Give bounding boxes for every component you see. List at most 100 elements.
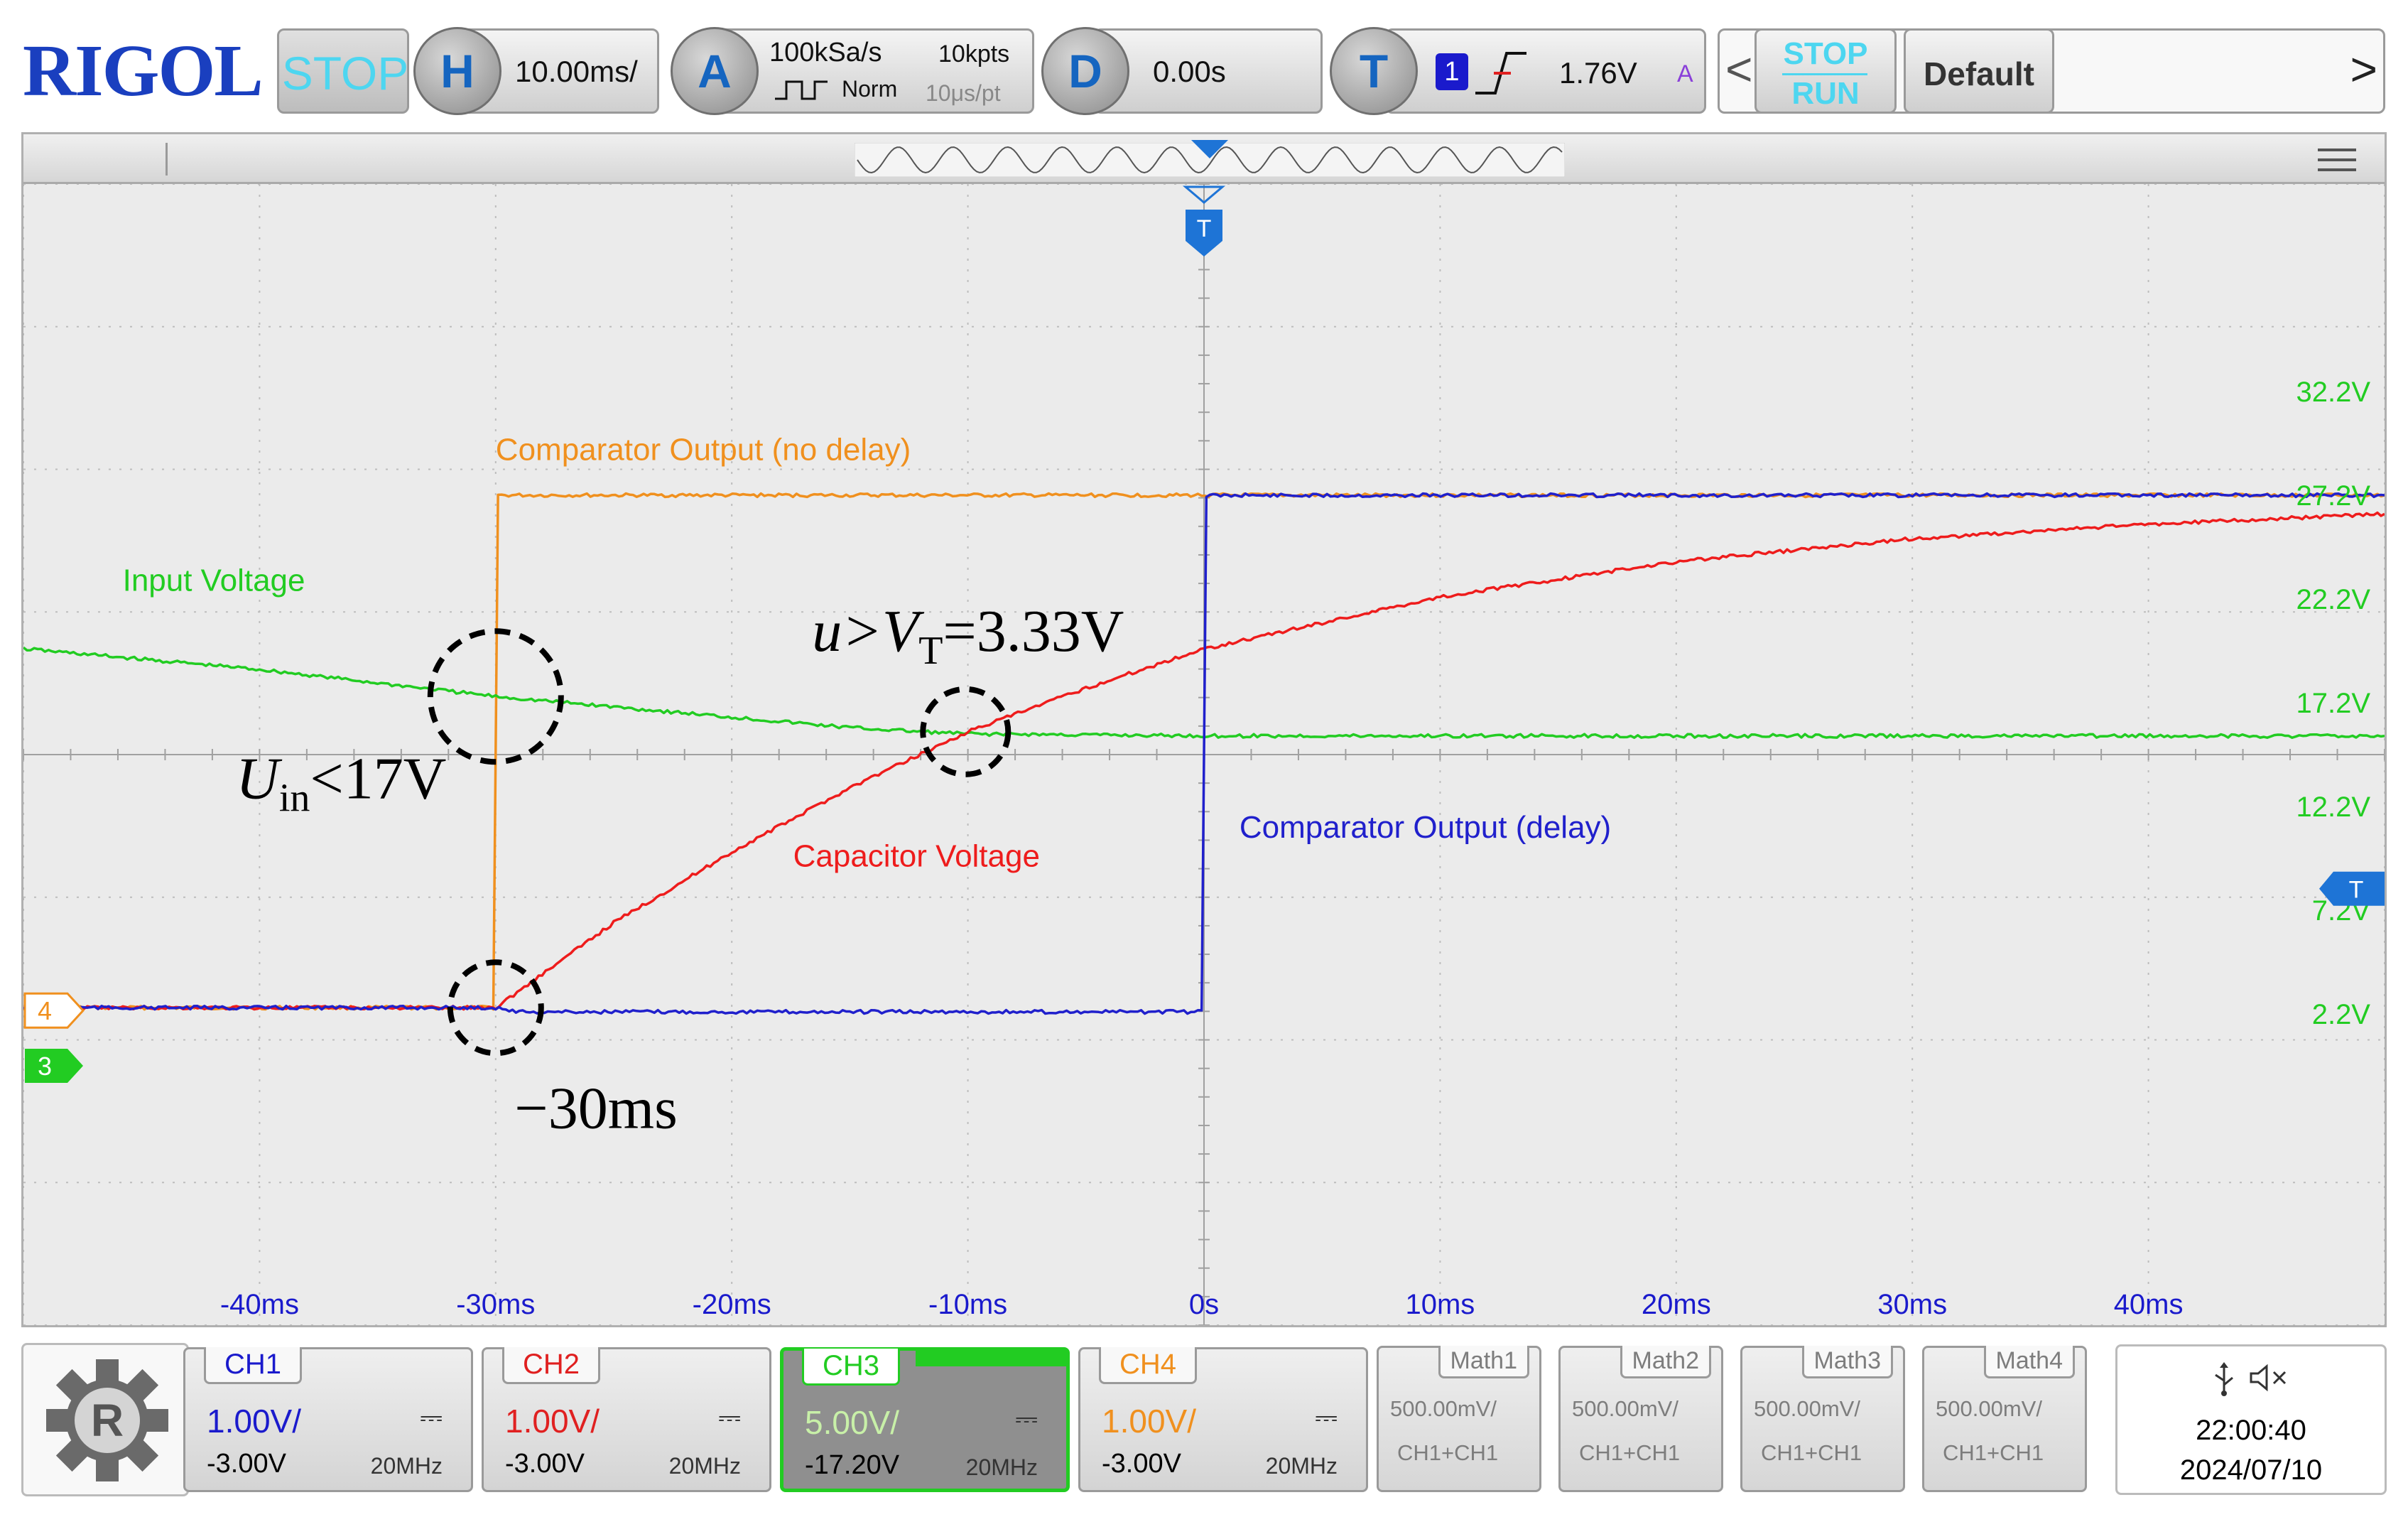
nav-next-icon[interactable]: > (2350, 43, 2377, 95)
dc-coupling-icon: ⎓ (420, 1402, 443, 1433)
pulse-icon (775, 80, 828, 100)
dc-coupling-icon: ⎓ (1315, 1402, 1338, 1433)
svg-text:3: 3 (38, 1052, 52, 1081)
dc-coupling-icon: ⎓ (718, 1402, 741, 1433)
math-scale: 500.00mV/ (1754, 1396, 1860, 1421)
menu-icon[interactable] (2318, 146, 2356, 174)
rigol-gear-icon: R (46, 1359, 168, 1481)
acquire-mode: Norm (842, 76, 898, 102)
trigger-field[interactable]: 1 1.76V A (1385, 28, 1706, 114)
y-tick-label: 12.2V (2296, 792, 2370, 823)
default-button[interactable]: Default (1904, 28, 2054, 114)
x-tick-label: 20ms (1642, 1289, 1711, 1320)
waveform-screen[interactable]: -40ms -30ms -20ms -10ms 0s 10ms 20ms 30ms 40ms 32… (21, 132, 2387, 1327)
trigger-position-icon[interactable] (1188, 137, 1231, 161)
plot-labels: Comparator Output (no delay) Input Voltag… (123, 432, 1612, 1141)
channel-name-tab: CH4 (1099, 1347, 1198, 1384)
run-label: RUN (1791, 76, 1860, 111)
math-name-tab: Math1 (1438, 1346, 1529, 1378)
active-channel-bar (916, 1351, 1066, 1366)
x-tick-label: -10ms (928, 1289, 1007, 1320)
channel-ch3-box[interactable]: CH3 5.00V/ ⎓ -17.20V 20MHz (780, 1347, 1070, 1492)
math4-box[interactable]: Math4 500.00mV/CH1+CH1 (1922, 1346, 2087, 1492)
y-tick-label: 22.2V (2296, 584, 2370, 615)
acquire-button[interactable]: A (671, 27, 759, 115)
math1-box[interactable]: Math1 500.00mV/CH1+CH1 (1377, 1346, 1541, 1492)
brand-logo: RIGOL (23, 30, 264, 112)
channel-bandwidth: 20MHz (370, 1453, 443, 1479)
x-tick-label: 10ms (1405, 1289, 1475, 1320)
delay-value: 0.00s (1153, 55, 1226, 88)
x-tick-label: 30ms (1877, 1289, 1947, 1320)
run-state-indicator[interactable]: STOP (277, 28, 409, 114)
math-source: CH1+CH1 (1761, 1440, 1862, 1465)
trigger-source-badge: 1 (1436, 53, 1468, 90)
math-name-tab: Math2 (1620, 1346, 1711, 1378)
header-divider (166, 143, 168, 176)
horizontal-button[interactable]: H (413, 27, 501, 115)
status-panel: 22:00:40 2024/07/10 (2115, 1344, 2387, 1495)
delay-field[interactable]: 0.00s (1094, 28, 1323, 114)
math-source: CH1+CH1 (1579, 1440, 1681, 1465)
waveform-plot[interactable]: -40ms -30ms -20ms -10ms 0s 10ms 20ms 30ms 40ms32… (23, 184, 2385, 1325)
math2-box[interactable]: Math2 500.00mV/CH1+CH1 (1558, 1346, 1723, 1492)
x-tick-label: 0s (1189, 1289, 1219, 1320)
dc-coupling-icon: ⎓ (1015, 1403, 1038, 1435)
y-tick-label: 17.2V (2296, 688, 2370, 719)
trigger-level: 1.76V (1559, 56, 1637, 90)
trace-comparator-output-delay (23, 492, 2385, 1015)
delay-button[interactable]: D (1041, 27, 1129, 115)
channel-ch2-box[interactable]: CH2 1.00V/ ⎓ -3.00V 20MHz (482, 1347, 771, 1492)
channel-bandwidth: 20MHz (1265, 1453, 1338, 1479)
x-tick-label: -20ms (693, 1289, 771, 1320)
trigger-sweep: A (1677, 60, 1693, 87)
math3-box[interactable]: Math3 500.00mV/CH1+CH1 (1740, 1346, 1905, 1492)
svg-text:4: 4 (38, 996, 52, 1025)
memory-depth: 10kpts (938, 41, 1010, 68)
channel-name-tab: CH1 (204, 1347, 303, 1384)
math-source: CH1+CH1 (1397, 1440, 1499, 1465)
y-tick-label: 2.2V (2312, 999, 2371, 1030)
label-capacitor-voltage: Capacitor Voltage (793, 839, 1040, 874)
annotation-vt: u>VT=3.33V (812, 598, 1124, 673)
stop-run-button[interactable]: STOP RUN (1755, 28, 1897, 114)
annotation-t30: −30ms (514, 1076, 677, 1142)
logo-button[interactable]: R (21, 1343, 189, 1496)
label-comparator-delay: Comparator Output (delay) (1240, 810, 1611, 845)
trace-input-voltage (23, 646, 2385, 739)
time-per-point: 10μs/pt (926, 80, 1001, 106)
top-toolbar: RIGOL STOP 10.00ms/ H 100kSa/s 10kpts No… (0, 0, 2408, 124)
math-scale: 500.00mV/ (1572, 1396, 1678, 1421)
math-source: CH1+CH1 (1943, 1440, 2044, 1465)
channel-ch4-box[interactable]: CH4 1.00V/ ⎓ -3.00V 20MHz (1078, 1347, 1368, 1492)
ch3-offset-marker: 3 (25, 1049, 83, 1083)
stop-label: STOP (1783, 36, 1868, 71)
highlight-circle (920, 686, 1012, 777)
x-tick-label: 40ms (2114, 1289, 2184, 1320)
svg-text:T: T (1197, 215, 1212, 242)
channel-offset: -3.00V (505, 1449, 585, 1479)
math-scale: 500.00mV/ (1390, 1396, 1497, 1421)
label-input-voltage: Input Voltage (123, 563, 305, 598)
channel-name-tab: CH3 (802, 1349, 901, 1386)
plot-markers: T T 4 3 (23, 185, 2385, 1083)
trigger-time-marker: T (1182, 185, 1226, 257)
svg-text:R: R (91, 1395, 124, 1446)
plot-ticks: -40ms -30ms -20ms -10ms 0s 10ms 20ms 30ms 40ms 32… (220, 377, 2370, 1320)
channel-ch1-box[interactable]: CH1 1.00V/ ⎓ -3.00V 20MHz (183, 1347, 473, 1492)
trigger-button[interactable]: T (1330, 27, 1418, 115)
mute-icon[interactable] (2248, 1362, 2291, 1393)
channel-bandwidth: 20MHz (965, 1454, 1038, 1480)
channel-offset: -3.00V (1102, 1449, 1181, 1479)
label-comparator-no-delay: Comparator Output (no delay) (496, 432, 911, 467)
x-tick-label: -30ms (456, 1289, 535, 1320)
acquire-field[interactable]: 100kSa/s 10kpts Norm 10μs/pt (710, 28, 1034, 114)
horizontal-scale-value: 10.00ms/ (515, 55, 638, 88)
run-state-label: STOP (281, 47, 409, 99)
sample-rate: 100kSa/s (769, 38, 882, 68)
clock-date: 2024/07/10 (2179, 1454, 2323, 1486)
channel-offset: -17.20V (805, 1450, 900, 1480)
trigger-level-marker: T (2319, 871, 2385, 906)
channel-scale: 1.00V/ (505, 1403, 600, 1440)
nav-prev-icon[interactable]: < (1725, 43, 1753, 95)
